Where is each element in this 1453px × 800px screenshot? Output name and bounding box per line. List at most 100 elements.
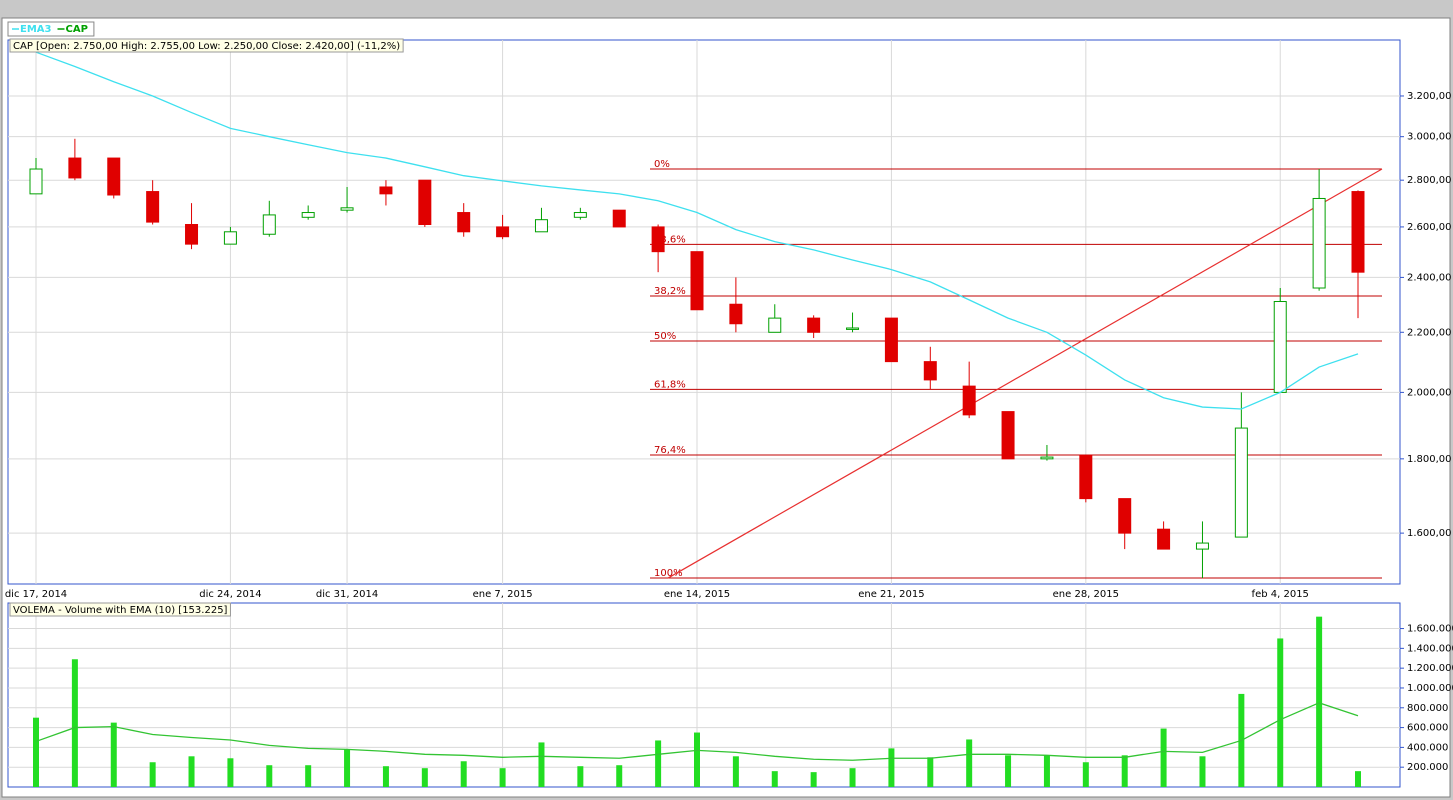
volume-bar — [344, 749, 351, 787]
fib-label: 76,4% — [654, 445, 686, 456]
volume-bar — [771, 771, 778, 787]
candle-body — [534, 219, 548, 233]
candle-body — [146, 191, 160, 223]
volume-bar — [266, 765, 273, 787]
volume-bar — [460, 761, 467, 787]
volume-bar — [538, 742, 545, 787]
legend-label: CAP — [65, 24, 87, 35]
volume-panel — [7, 602, 1401, 788]
candle-body — [340, 207, 354, 211]
volume-bar — [810, 772, 817, 787]
candle-body — [1157, 528, 1171, 550]
candle-body — [729, 303, 743, 325]
candle-body — [807, 317, 821, 333]
volume-bar — [966, 739, 973, 787]
y-tick-label: 3.000,00 — [1407, 132, 1452, 143]
volume-bar — [732, 756, 739, 787]
volume-bar — [1005, 755, 1012, 787]
y-tick-label: 3.200,00 — [1407, 91, 1452, 102]
price-panel — [7, 39, 1401, 585]
volume-bar — [1316, 616, 1323, 787]
y-tick-label: 200.000 — [1407, 762, 1448, 773]
y-tick-label: 1.200.000 — [1407, 663, 1453, 674]
y-tick-label: 1.000.000 — [1407, 683, 1453, 694]
y-tick-label: 1.800,00 — [1407, 454, 1452, 465]
candle-body — [262, 214, 276, 235]
volume-bar — [382, 766, 389, 787]
volume-bar — [1043, 755, 1050, 787]
fib-label: 38,2% — [654, 286, 686, 297]
volume-bar — [1160, 728, 1167, 787]
candle-body — [379, 186, 393, 195]
y-tick-label: 1.600,00 — [1407, 528, 1452, 539]
volume-bar — [888, 748, 895, 787]
x-tick-label: ene 14, 2015 — [664, 589, 730, 600]
candle-body — [185, 224, 199, 245]
volume-bar — [655, 740, 662, 787]
candle-body — [1351, 191, 1365, 273]
candle-body — [1273, 301, 1287, 393]
y-tick-label: 600.000 — [1407, 723, 1448, 734]
candle-body — [846, 327, 860, 330]
fib-label: 0% — [654, 159, 670, 170]
volume-bar — [849, 768, 856, 787]
y-tick-label: 1.400.000 — [1407, 643, 1453, 654]
candle-body — [29, 168, 43, 195]
price-header-box — [9, 38, 404, 53]
volume-bar — [421, 768, 428, 787]
trendline — [667, 168, 1383, 579]
candle-body — [1040, 456, 1054, 460]
volume-bar — [927, 757, 934, 787]
candle-body — [1195, 542, 1209, 550]
y-tick-label: 800.000 — [1407, 703, 1448, 714]
volume-bar — [110, 722, 117, 787]
volume-header: VOLEMA - Volume with EMA (10) [153.225] — [13, 605, 228, 616]
candle-body — [1001, 411, 1015, 460]
candle-body — [690, 251, 704, 311]
candle-body — [301, 212, 315, 218]
volume-bar — [694, 732, 700, 787]
candle-body — [418, 179, 432, 226]
x-tick-label: ene 7, 2015 — [473, 589, 533, 600]
volume-bar — [227, 758, 234, 787]
candle-body — [68, 157, 82, 179]
volume-ema-line — [35, 702, 1359, 761]
candle-body — [107, 157, 121, 196]
y-tick-label: 2.200,00 — [1407, 327, 1452, 338]
x-tick-label: ene 21, 2015 — [858, 589, 924, 600]
volume-bar — [1199, 756, 1206, 787]
volume-bar — [188, 756, 195, 787]
volume-bar — [33, 717, 39, 787]
candle-body — [496, 226, 510, 238]
x-tick-label: dic 31, 2014 — [316, 589, 378, 600]
chart-background — [1, 17, 1451, 798]
fib-label: 50% — [654, 331, 676, 342]
volume-bar — [1277, 638, 1284, 787]
price-header: CAP [Open: 2.750,00 High: 2.755,00 Low: … — [13, 41, 400, 52]
candle-body — [1312, 197, 1326, 289]
candle-body — [457, 212, 471, 233]
volume-bar — [499, 768, 506, 787]
x-tick-label: dic 17, 2014 — [5, 589, 67, 600]
y-tick-label: 400.000 — [1407, 742, 1448, 753]
candle-body — [612, 209, 626, 228]
fib-label: 100% — [654, 568, 683, 579]
candle-body — [651, 226, 665, 253]
candle-body — [1118, 498, 1132, 534]
y-tick-label: 2.600,00 — [1407, 222, 1452, 233]
fib-label: 23,6% — [654, 234, 686, 245]
volume-bar — [305, 765, 312, 787]
ema-line — [35, 51, 1359, 410]
candle-body — [573, 212, 587, 218]
y-tick-label: 2.000,00 — [1407, 387, 1452, 398]
plot-layer: 1.600,00 1.800,00 2.000,00 2.200,00 2.400,00… — [5, 21, 1453, 787]
candle-body — [962, 385, 976, 416]
candle-body — [1079, 454, 1093, 500]
candle-body — [223, 231, 237, 245]
fib-label: 61,8% — [654, 379, 686, 390]
volume-bar — [577, 766, 584, 787]
x-tick-label: ene 28, 2015 — [1053, 589, 1119, 600]
candle-body — [1234, 427, 1248, 538]
volume-bar — [1355, 771, 1361, 787]
